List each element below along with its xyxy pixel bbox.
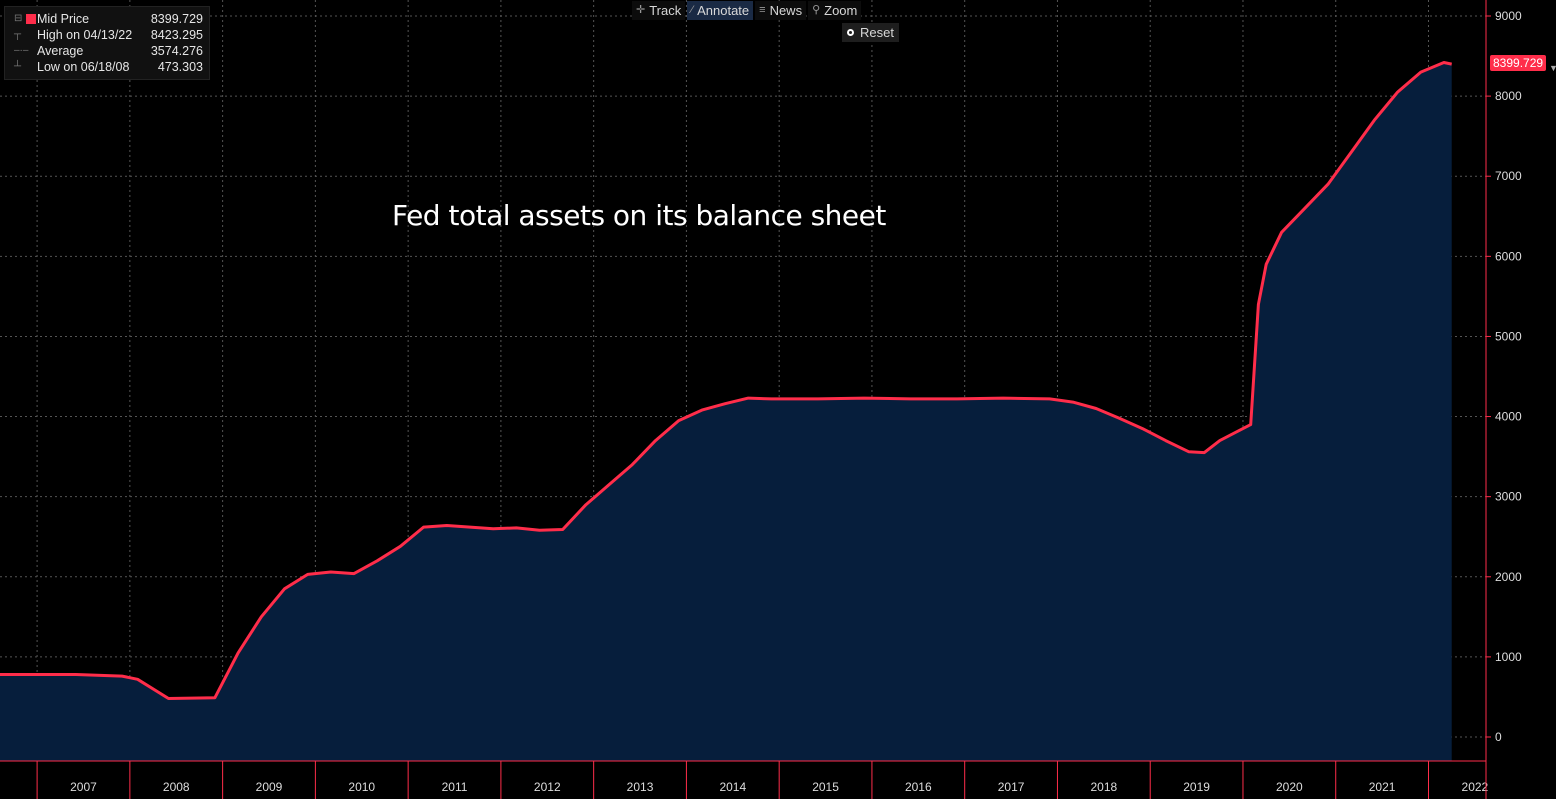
legend-row-high: ┬ High on 04/13/22 8423.295 xyxy=(5,27,209,43)
x-tick-label: 2009 xyxy=(256,780,283,794)
last-value-tag: 8399.729 xyxy=(1490,55,1547,71)
x-tick-label: 2012 xyxy=(534,780,561,794)
legend-label: Average xyxy=(37,44,84,58)
y-tick-label: 3000 xyxy=(1495,490,1522,504)
news-label: News xyxy=(769,3,803,18)
x-tick-label: 2013 xyxy=(627,780,654,794)
x-tick-label: 2010 xyxy=(348,780,375,794)
zoom-button[interactable]: ⚲ Zoom xyxy=(808,1,862,20)
x-tick-label: 2021 xyxy=(1369,780,1396,794)
annotate-label: Annotate xyxy=(697,3,750,18)
y-tick-label: 6000 xyxy=(1495,249,1522,263)
legend-value: 3574.276 xyxy=(150,44,203,58)
y-tick-label: 5000 xyxy=(1495,329,1522,343)
x-tick-label: 2007 xyxy=(70,780,97,794)
reset-button[interactable]: Reset xyxy=(842,23,899,42)
chart-annotation: Fed total assets on its balance sheet xyxy=(392,199,886,232)
chart-toolbar: ✛ Track ⁄ Annotate ≡ News ⚲ Zoom xyxy=(632,1,862,20)
legend-row-average: –·– Average 3574.276 xyxy=(5,43,209,59)
y-tick-label: 8000 xyxy=(1495,89,1522,103)
legend-row-mid-price: ⊟ Mid Price 8399.729 xyxy=(5,11,209,27)
collapse-icon[interactable]: ⊟ xyxy=(14,13,23,24)
crosshair-icon: ✛ xyxy=(636,4,646,16)
track-label: Track xyxy=(649,3,682,18)
chart-axes: 0 1000 2000 3000 4000 5000 6000 7000 8000 9000 200… xyxy=(0,0,1522,799)
news-button[interactable]: ≡ News xyxy=(755,1,807,20)
y-tick-label: 4000 xyxy=(1495,410,1522,424)
x-tick-label: 2008 xyxy=(163,780,190,794)
zoom-label: Zoom xyxy=(824,3,858,18)
x-tick-label: 2022 xyxy=(1462,780,1489,794)
x-tick-label: 2016 xyxy=(905,780,932,794)
series-line xyxy=(0,61,1453,700)
low-marker-icon: ┴ xyxy=(14,61,22,72)
annotate-button[interactable]: ⁄ Annotate xyxy=(687,1,754,20)
magnifier-icon: ⚲ xyxy=(812,4,821,16)
x-tick-label: 2015 xyxy=(812,780,839,794)
reset-icon xyxy=(847,29,854,36)
legend-label: Mid Price xyxy=(37,12,90,26)
legend-value: 8423.295 xyxy=(150,28,203,42)
x-tick-label: 2020 xyxy=(1276,780,1303,794)
series-swatch xyxy=(26,14,36,24)
chevron-down-icon[interactable]: ▼ xyxy=(1549,63,1556,73)
x-tick-label: 2017 xyxy=(998,780,1025,794)
series-area xyxy=(0,62,1452,761)
news-icon: ≡ xyxy=(759,4,766,16)
pencil-icon: ⁄ xyxy=(691,4,694,16)
legend-row-low: ┴ Low on 06/18/08 473.303 xyxy=(5,59,209,75)
y-tick-label: 2000 xyxy=(1495,570,1522,584)
reset-label: Reset xyxy=(860,25,894,40)
legend-panel: ⊟ Mid Price 8399.729 ┬ High on 04/13/22 … xyxy=(4,6,210,80)
average-marker-icon: –·– xyxy=(14,45,29,56)
y-tick-label: 1000 xyxy=(1495,650,1522,664)
x-tick-label: 2019 xyxy=(1183,780,1210,794)
legend-value: 473.303 xyxy=(157,60,203,74)
high-marker-icon: ┬ xyxy=(14,29,22,40)
legend-label: Low on 06/18/08 xyxy=(37,60,130,74)
x-tick-label: 2011 xyxy=(442,780,468,794)
y-tick-label: 7000 xyxy=(1495,169,1522,183)
legend-value: 8399.729 xyxy=(150,12,203,26)
y-tick-label: 0 xyxy=(1495,730,1502,744)
y-tick-label: 9000 xyxy=(1495,9,1522,23)
track-button[interactable]: ✛ Track xyxy=(632,1,686,20)
x-tick-label: 2018 xyxy=(1090,780,1117,794)
x-tick-label: 2014 xyxy=(719,780,746,794)
legend-label: High on 04/13/22 xyxy=(37,28,133,42)
